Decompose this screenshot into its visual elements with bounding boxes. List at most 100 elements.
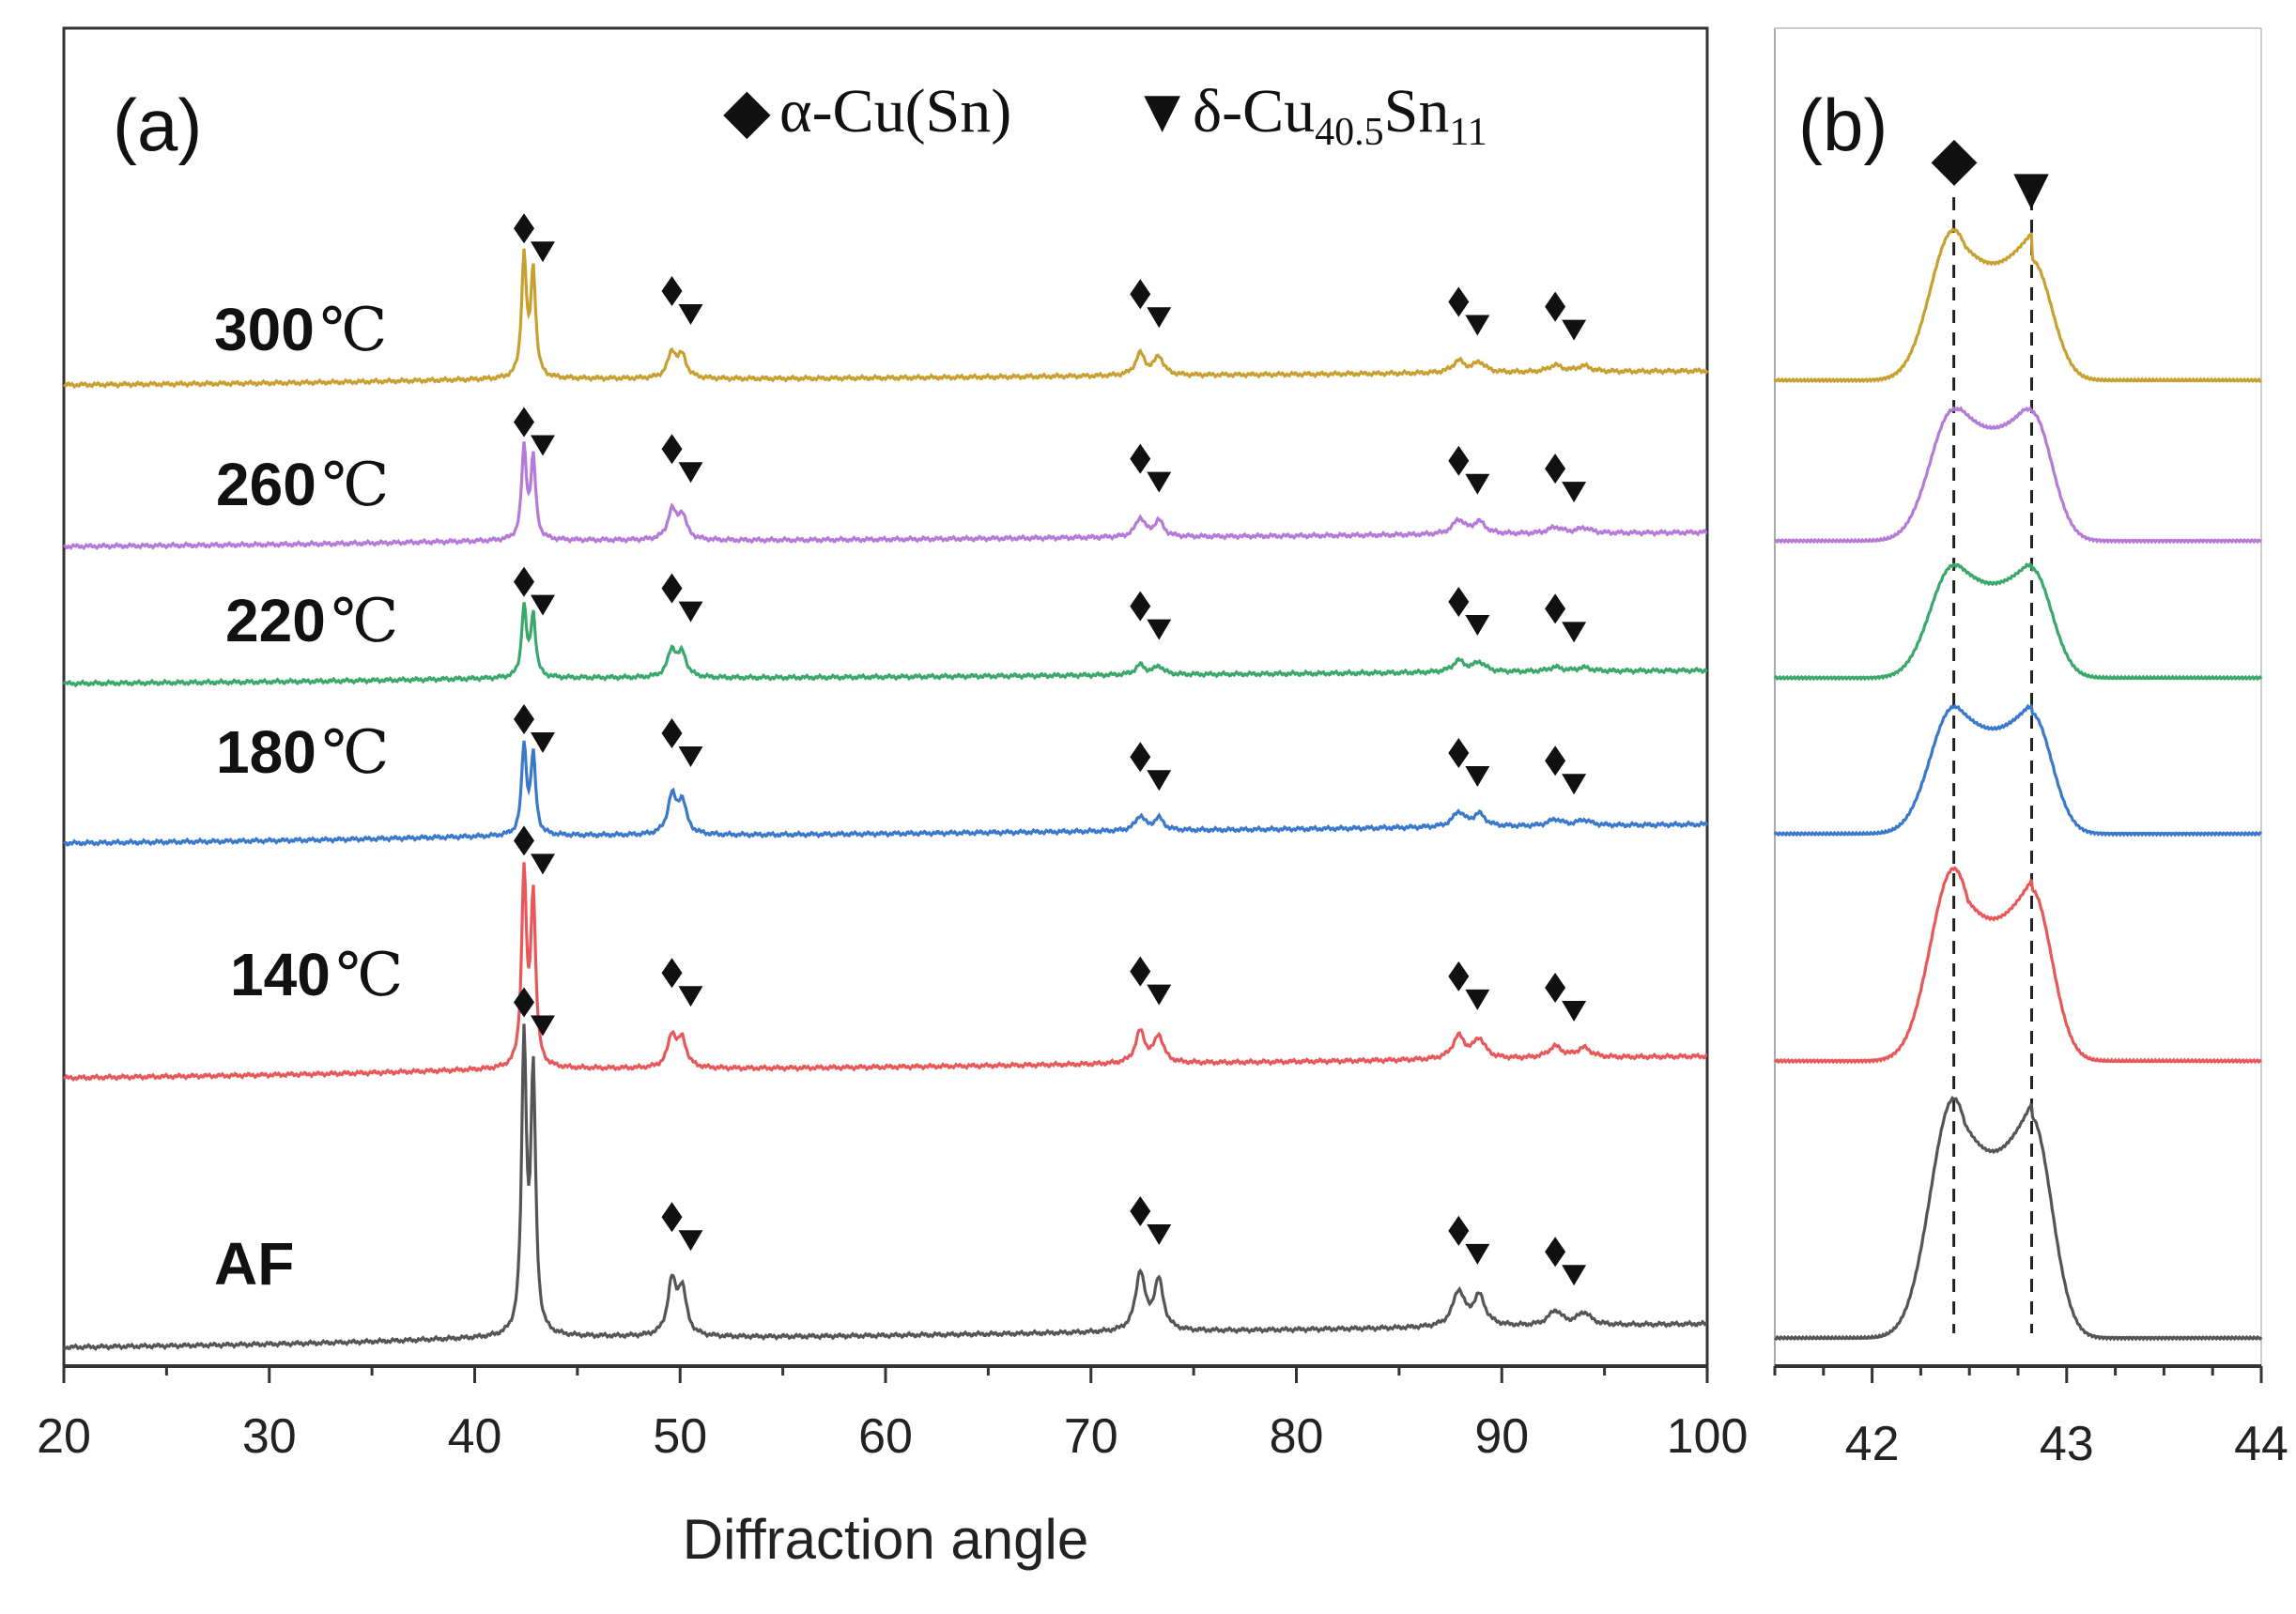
alpha-peak-marker	[1545, 291, 1566, 322]
alpha-peak-marker	[1130, 1195, 1151, 1226]
delta-peak-marker	[1465, 989, 1490, 1010]
delta-peak-marker	[1562, 1000, 1587, 1022]
panel-a: 20 30 40 50 60 70 80 90 100 AF140℃180℃220℃260℃30…	[37, 26, 1749, 1571]
x-tick-label: 30	[242, 1409, 297, 1464]
x-tick-label: 60	[858, 1409, 913, 1464]
series-label-unit: ℃	[331, 588, 399, 654]
x-tick-label: 50	[653, 1409, 707, 1464]
series-label-value: 220	[225, 587, 326, 654]
x-tick-label: 80	[1270, 1409, 1324, 1464]
series-label-value: 260	[216, 451, 316, 518]
x-tick-label: 90	[1474, 1409, 1529, 1464]
delta-peak-marker	[678, 601, 703, 623]
panel-a-traces	[62, 248, 1709, 1351]
x-tick-label: 100	[1667, 1409, 1749, 1464]
alpha-peak-marker	[1448, 445, 1470, 476]
legend-delta-label-mid: Sn	[1384, 77, 1450, 146]
legend-delta-label: δ-Cu40.5Sn11	[1193, 77, 1487, 154]
panel-b-trace-0	[1774, 1095, 2263, 1342]
alpha-peak-marker	[1130, 591, 1151, 622]
alpha-peak-marker	[514, 704, 534, 735]
alpha-peak-marker	[1130, 279, 1151, 310]
alpha-peak-marker	[1130, 443, 1151, 474]
series-label-value: 140	[230, 941, 331, 1008]
series-label-0: AF	[214, 1230, 294, 1298]
alpha-peak-marker	[514, 825, 534, 856]
alpha-peak-marker	[661, 573, 683, 604]
trace-4	[63, 441, 1708, 551]
alpha-peak-marker	[661, 718, 683, 749]
panel-b-trace-1	[1774, 866, 2262, 1065]
delta-peak-marker	[1147, 770, 1172, 792]
delta-peak-marker	[1147, 307, 1172, 329]
delta-peak-marker	[531, 594, 555, 616]
panel-b: 42 43 44 (b) ◆ ▼	[1773, 27, 2288, 1471]
series-label-5: 300℃	[214, 296, 387, 363]
series-label-value: 300	[214, 296, 315, 363]
alpha-peak-marker	[1448, 1215, 1470, 1246]
x-tick-label: 40	[448, 1409, 502, 1464]
delta-peak-marker	[531, 435, 555, 456]
delta-peak-marker	[678, 462, 703, 484]
legend-alpha-label: α-Cu(Sn)	[779, 77, 1011, 146]
panel-b-x-axis: 42 43 44	[1773, 1364, 2288, 1471]
series-label-unit: ℃	[336, 942, 404, 1008]
x-tick-label: 70	[1064, 1409, 1118, 1464]
delta-peak-marker	[531, 241, 555, 263]
alpha-peak-marker	[1448, 586, 1470, 617]
delta-peak-marker	[531, 1015, 555, 1037]
trace-0	[62, 1023, 1708, 1351]
alpha-peak-marker	[514, 987, 534, 1018]
series-label-unit: ℃	[322, 719, 390, 786]
legend-delta-label-main: δ-Cu	[1193, 77, 1315, 146]
delta-peak-marker	[1147, 1223, 1172, 1245]
panel-a-frame	[62, 26, 1709, 1368]
delta-peak-marker	[1465, 765, 1490, 787]
alpha-peak-marker	[1448, 961, 1470, 991]
delta-peak-marker	[1147, 984, 1172, 1006]
legend-delta-marker-glyph: ▼	[1132, 77, 1193, 146]
series-label-value: 180	[216, 718, 316, 786]
trace-5	[62, 248, 1709, 390]
alpha-peak-marker	[1545, 453, 1566, 484]
panel-b-trace-5	[1773, 227, 2262, 384]
panel-b-delta-marker: ▼	[2001, 155, 2060, 222]
legend: ◆ α-Cu(Sn) AF ▼ δ-Cu40.5Sn11	[723, 77, 1487, 154]
delta-peak-marker	[678, 986, 703, 1007]
alpha-peak-marker	[1130, 742, 1151, 773]
alpha-peak-marker	[1545, 746, 1566, 776]
series-label-value: AF	[214, 1230, 294, 1298]
legend-alpha-marker: ◆	[723, 77, 771, 146]
panel-b-x-tick-label: 43	[2040, 1417, 2094, 1471]
panel-b-label: (b)	[1798, 84, 1888, 166]
alpha-peak-marker	[661, 434, 683, 465]
delta-peak-marker	[531, 732, 555, 754]
series-label-unit: ℃	[320, 297, 388, 363]
panel-a-peak-markers	[514, 213, 1587, 1286]
panel-a-x-axis: 20 30 40 50 60 70 80 90 100	[37, 1364, 1749, 1464]
alpha-peak-marker	[661, 958, 683, 989]
panel-b-reference-lines	[1952, 197, 2034, 1333]
delta-peak-marker	[1465, 614, 1490, 636]
trace-2	[62, 740, 1709, 847]
delta-peak-marker	[531, 853, 555, 875]
delta-peak-marker	[1562, 622, 1587, 643]
panel-b-x-tick-label: 44	[2234, 1417, 2288, 1471]
alpha-peak-marker	[1448, 737, 1470, 768]
delta-peak-marker	[1465, 473, 1490, 495]
panel-b-traces	[1773, 227, 2263, 1342]
panel-b-alpha-marker: ◆	[1931, 125, 1978, 192]
alpha-peak-marker	[661, 1202, 683, 1233]
alpha-peak-marker	[1545, 1237, 1566, 1268]
alpha-peak-marker	[1545, 593, 1566, 624]
alpha-peak-marker	[1130, 956, 1151, 987]
legend-delta-sub-2: 11	[1449, 111, 1487, 154]
alpha-peak-marker	[1545, 972, 1566, 1003]
delta-peak-marker	[1562, 482, 1587, 503]
panel-a-label: (a)	[113, 84, 202, 166]
x-tick-label: 20	[37, 1409, 91, 1464]
delta-peak-marker	[678, 303, 703, 325]
delta-peak-marker	[1147, 619, 1172, 640]
